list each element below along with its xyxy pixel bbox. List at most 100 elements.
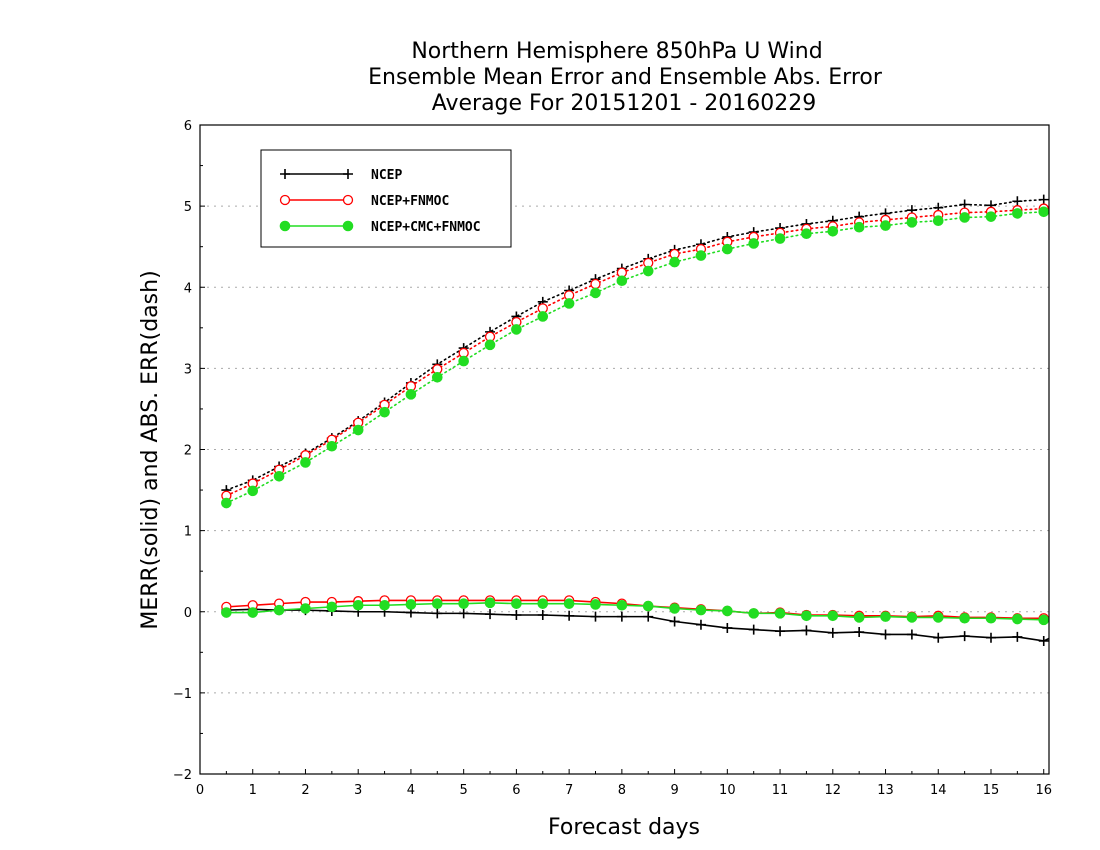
- merr-point: [590, 599, 601, 610]
- abs-err-point: [669, 256, 680, 268]
- merr-point: [432, 608, 443, 619]
- y-tick-label: −1: [173, 687, 192, 702]
- abs-err-line: [225, 211, 1045, 504]
- y-axis: −2 −1 0 1 2 3 4 5 6: [173, 119, 205, 783]
- x-tick-label: 8: [618, 783, 626, 798]
- merr-point: [985, 632, 996, 643]
- abs-err-point: [853, 221, 865, 233]
- y-tick-label: −2: [173, 768, 192, 783]
- series-layer: [221, 194, 1050, 646]
- x-tick-label: 2: [301, 783, 309, 798]
- x-tick-label: 10: [719, 783, 736, 798]
- abs-err-point: [326, 440, 338, 452]
- abs-err-point: [932, 215, 944, 227]
- merr-point: [537, 609, 548, 620]
- merr-point: [642, 600, 654, 612]
- legend-marker: [342, 220, 354, 232]
- x-tick-label: 7: [565, 783, 573, 798]
- merr-point: [932, 612, 944, 623]
- merr-point: [1012, 613, 1023, 625]
- x-tick-label: 11: [772, 783, 789, 798]
- merr-point: [722, 605, 733, 617]
- merr-point: [405, 599, 417, 610]
- merr-point: [854, 627, 865, 638]
- abs-err-point: [590, 278, 601, 290]
- merr-point: [827, 610, 839, 622]
- x-tick-label: 0: [196, 783, 204, 798]
- merr-point: [959, 612, 970, 624]
- abs-err-point: [774, 233, 786, 244]
- merr-point: [695, 619, 706, 630]
- merr-point: [616, 599, 628, 611]
- abs-err-point: [801, 228, 812, 240]
- merr-point: [485, 609, 496, 620]
- legend-box: [260, 149, 512, 248]
- x-tick-label: 15: [983, 783, 1000, 798]
- merr-point: [695, 604, 707, 616]
- y-tick-label: 0: [184, 606, 192, 621]
- merr-point: [669, 616, 680, 627]
- series-ncep: [221, 194, 1050, 646]
- abs-err-point: [590, 287, 601, 299]
- merr-point: [431, 598, 443, 609]
- merr-point: [511, 598, 522, 609]
- merr-point: [1012, 631, 1023, 642]
- legend-marker: [279, 220, 291, 232]
- legend-label: NCEP+CMC+FNMOC: [371, 220, 481, 235]
- abs-err-point: [1038, 194, 1049, 205]
- x-tick-label: 12: [825, 783, 842, 798]
- merr-point: [933, 632, 944, 643]
- legend-marker: [279, 194, 291, 206]
- merr-point: [564, 610, 575, 621]
- title-line-3: Average For 20151201 - 20160229: [432, 91, 817, 116]
- y-tick-label: 2: [184, 444, 192, 459]
- abs-err-line: [225, 198, 1045, 491]
- series-ncep-fnmoc: [221, 203, 1049, 624]
- merr-point: [643, 611, 654, 622]
- x-tick-label: 6: [512, 783, 520, 798]
- x-tick-label: 1: [249, 783, 257, 798]
- abs-err-point: [959, 212, 970, 223]
- x-tick-label: 4: [407, 783, 415, 798]
- x-axis: 0 1 2 3 4 5 6 7 8 9 10 11 12 13 14 15 16: [196, 769, 1052, 798]
- abs-err-point: [300, 457, 311, 468]
- merr-point: [722, 622, 733, 633]
- y-tick-label: 1: [184, 525, 192, 540]
- x-tick-label: 16: [1035, 783, 1052, 798]
- x-tick-label: 3: [354, 783, 362, 798]
- x-tick-label: 14: [930, 783, 947, 798]
- abs-err-point: [1038, 206, 1050, 218]
- x-tick-label: 13: [877, 783, 894, 798]
- y-tick-label: 3: [184, 362, 192, 377]
- abs-err-point: [405, 389, 417, 400]
- merr-line: [226, 608, 1050, 642]
- abs-err-point: [511, 324, 522, 335]
- merr-point: [906, 612, 918, 623]
- merr-point: [273, 604, 285, 616]
- abs-err-line: [225, 207, 1045, 497]
- merr-point: [959, 631, 970, 642]
- y-tick-label: 5: [184, 200, 192, 215]
- merr-point: [853, 612, 865, 623]
- merr-point: [379, 599, 390, 611]
- merr-point: [221, 607, 232, 618]
- abs-err-point: [748, 238, 759, 249]
- merr-line: [226, 599, 1044, 620]
- abs-err-point: [695, 250, 707, 261]
- merr-point: [880, 629, 891, 640]
- abs-err-point: [722, 243, 733, 255]
- abs-err-point: [537, 311, 549, 322]
- legend-item: NCEP+FNMOC: [279, 194, 449, 209]
- chart-title: Northern Hemisphere 850hPa U Wind Ensemb…: [368, 39, 883, 116]
- merr-point: [801, 625, 812, 636]
- abs-err-point: [1012, 196, 1023, 207]
- legend-label: NCEP+FNMOC: [371, 194, 449, 209]
- abs-err-point: [906, 217, 918, 228]
- merr-point: [906, 629, 917, 640]
- abs-err-point: [642, 265, 654, 277]
- legend-marker: [342, 194, 354, 206]
- abs-err-point: [247, 485, 259, 497]
- merr-point: [537, 598, 549, 609]
- abs-err-point: [1012, 208, 1023, 219]
- y-tick-label: 4: [184, 281, 192, 296]
